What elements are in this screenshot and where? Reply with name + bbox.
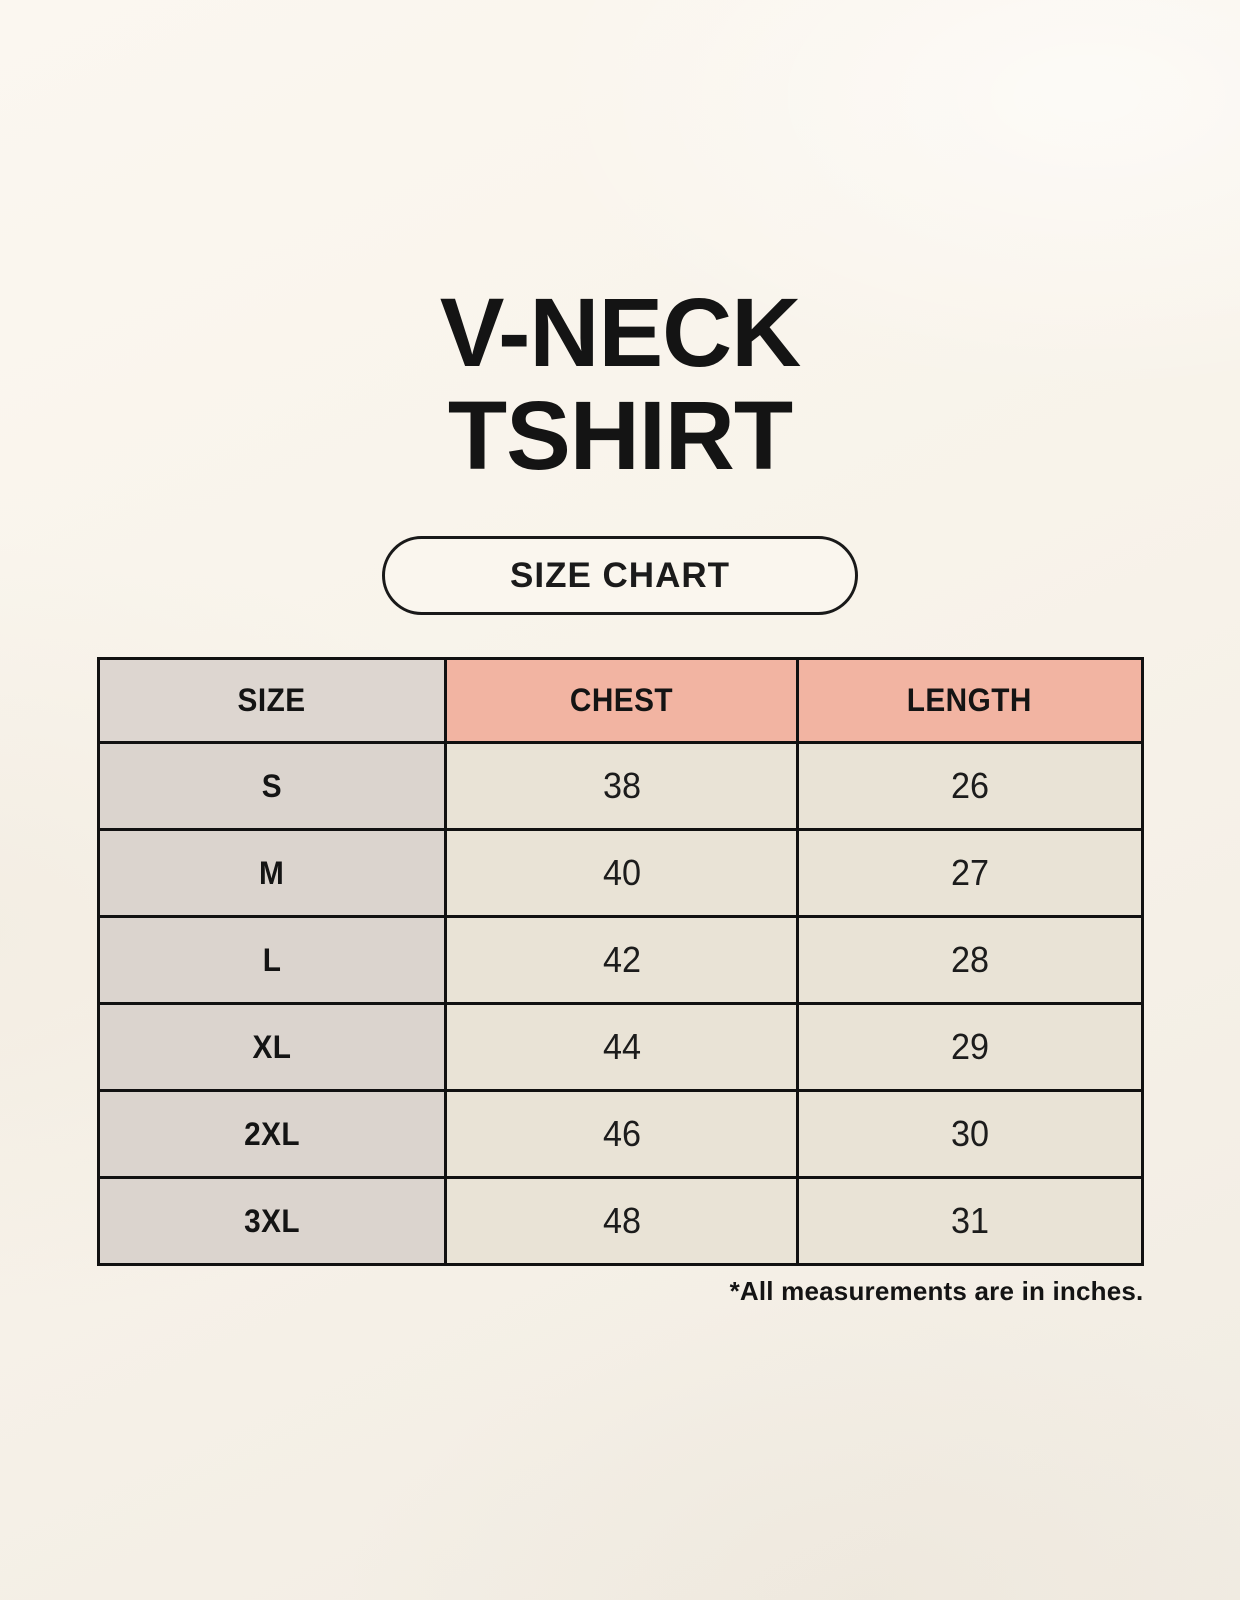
length-value-cell: 29: [795, 1002, 1144, 1092]
size-label-cell: 3XL: [96, 1176, 448, 1266]
size-label-cell: 2XL: [96, 1089, 448, 1179]
length-value: 28: [950, 939, 989, 980]
size-label-cell: S: [96, 741, 448, 831]
page-title: V-NECK TSHIRT: [97, 281, 1144, 487]
table-row: XL 44 29: [96, 1002, 1144, 1092]
measurements-footnote: *All measurements are in inches.: [729, 1276, 1144, 1306]
page-title-line2: TSHIRT: [447, 381, 793, 490]
length-value: 29: [950, 1026, 989, 1067]
size-label-cell: XL: [96, 1002, 448, 1092]
chest-value: 48: [602, 1200, 641, 1241]
chest-value: 46: [602, 1113, 641, 1154]
size-label: M: [259, 854, 285, 891]
chest-value-cell: 40: [444, 828, 799, 918]
size-label: XL: [252, 1028, 292, 1065]
chest-value: 40: [602, 852, 641, 893]
length-value-cell: 26: [795, 741, 1144, 831]
size-label: 3XL: [243, 1202, 300, 1239]
chest-value: 44: [602, 1026, 641, 1067]
table-row: 3XL 48 31: [96, 1176, 1144, 1266]
length-value-cell: 31: [795, 1176, 1144, 1266]
table-row: M 40 27: [96, 828, 1144, 918]
chest-value: 38: [602, 765, 641, 806]
length-value: 27: [950, 852, 989, 893]
chest-value-cell: 46: [444, 1089, 799, 1179]
length-value: 31: [950, 1200, 989, 1241]
header-cell-chest: CHEST: [444, 657, 799, 744]
chest-value-cell: 44: [444, 1002, 799, 1092]
size-label-cell: M: [96, 828, 448, 918]
size-chart-page: V-NECK TSHIRT SIZE CHART SIZE CHEST LENG…: [96, 0, 1144, 1307]
chest-value-cell: 38: [444, 741, 799, 831]
chest-value: 42: [602, 939, 641, 980]
length-value-cell: 30: [795, 1089, 1144, 1179]
length-value-cell: 27: [795, 828, 1144, 918]
table-header-row: SIZE CHEST LENGTH: [96, 657, 1144, 744]
table-row: 2XL 46 30: [96, 1089, 1144, 1179]
length-value-cell: 28: [795, 915, 1144, 1005]
chest-value-cell: 42: [444, 915, 799, 1005]
page-title-line1: V-NECK: [439, 278, 802, 387]
table-row: L 42 28: [96, 915, 1144, 1005]
header-label-length: LENGTH: [907, 682, 1033, 718]
length-value: 26: [950, 765, 989, 806]
header-cell-size: SIZE: [96, 657, 448, 744]
size-label: S: [261, 767, 282, 804]
header-label-size: SIZE: [237, 682, 306, 718]
header-cell-length: LENGTH: [795, 657, 1144, 744]
size-chart-badge: SIZE CHART: [382, 536, 858, 615]
table-row: S 38 26: [96, 741, 1144, 831]
header-label-chest: CHEST: [569, 682, 674, 718]
size-label: L: [262, 941, 282, 978]
size-chart-table: SIZE CHEST LENGTH S 38 26 M 40 27 L 42 2…: [96, 657, 1144, 1266]
size-label-cell: L: [96, 915, 448, 1005]
length-value: 30: [950, 1113, 989, 1154]
size-label: 2XL: [243, 1115, 300, 1152]
size-chart-badge-label: SIZE CHART: [510, 555, 730, 595]
chest-value-cell: 48: [444, 1176, 799, 1266]
